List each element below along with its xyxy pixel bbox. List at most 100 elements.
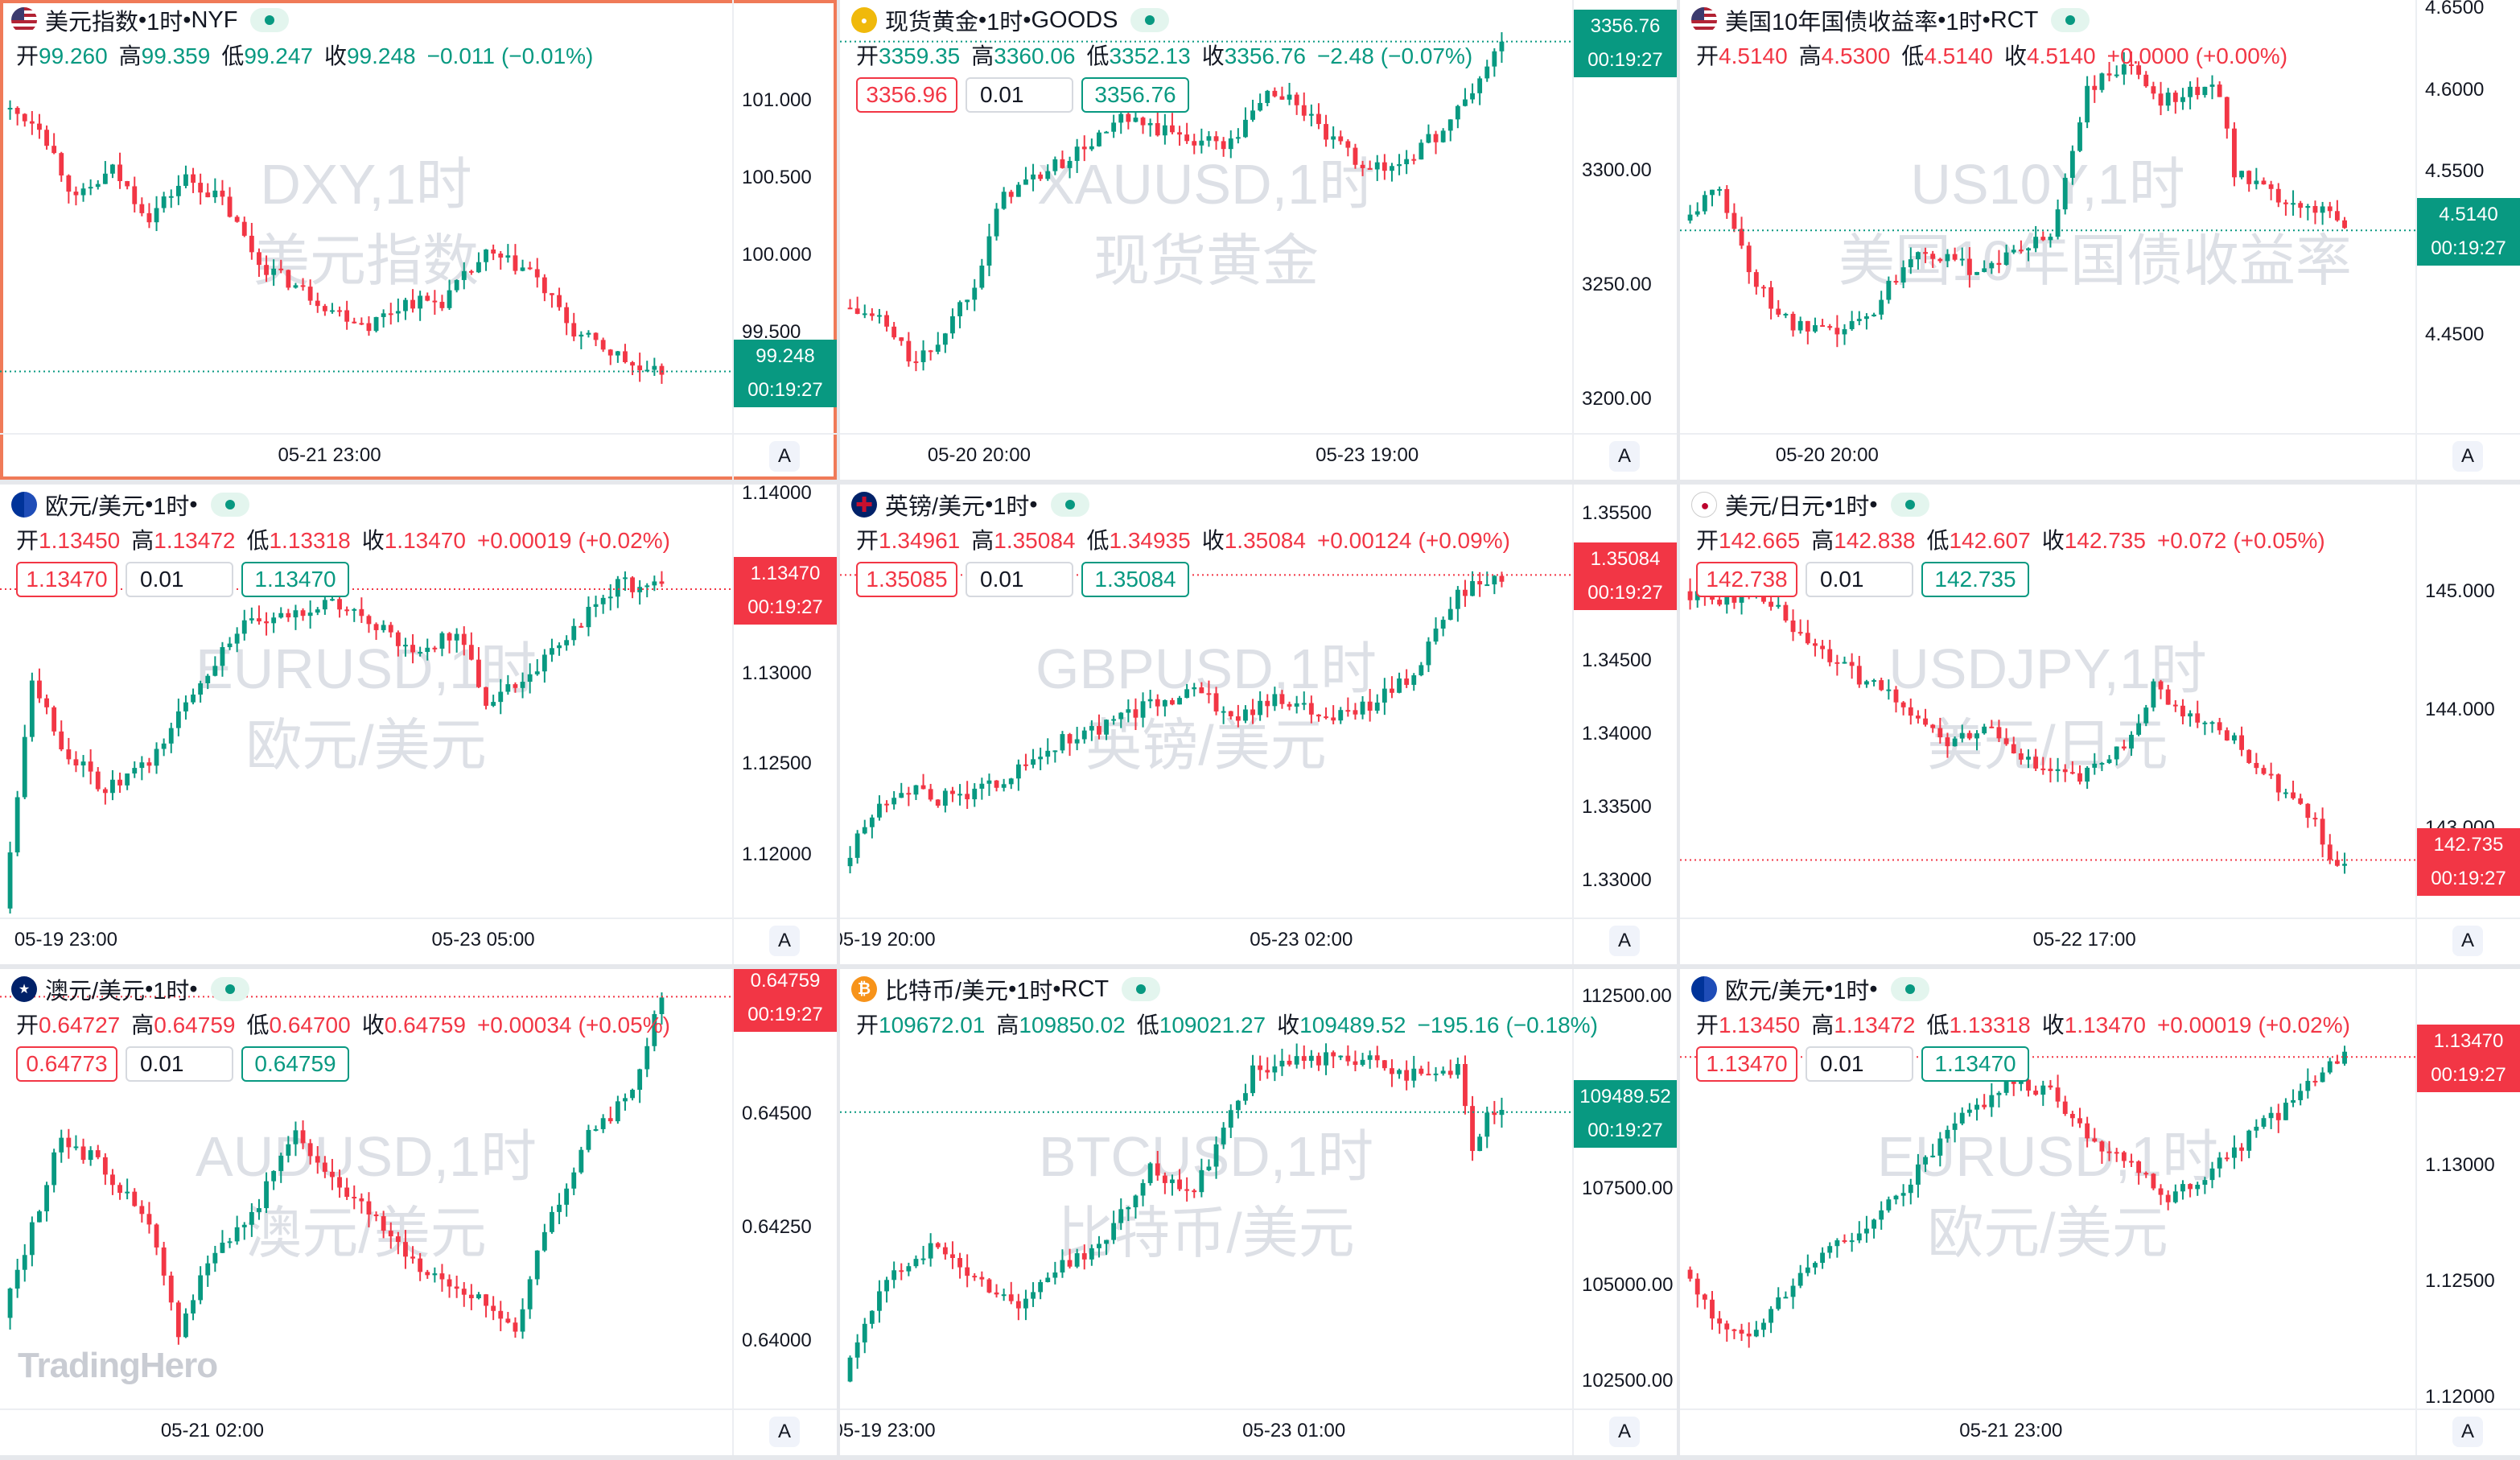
- quantity-input[interactable]: 0.01: [966, 562, 1073, 597]
- candle-body: [454, 633, 459, 641]
- candle-body: [1702, 1294, 1707, 1300]
- timeframe-label[interactable]: 1时: [1833, 494, 1870, 520]
- timeframe-label[interactable]: 1时: [153, 979, 190, 1004]
- sell-button[interactable]: 1.13470: [16, 562, 117, 597]
- chart-panel[interactable]: GBPUSD,1时 英镑/美元 1.35500 1.34500 1.34000 1.335…: [840, 485, 1677, 964]
- symbol-name[interactable]: 美元/日元: [1725, 494, 1826, 520]
- candle-body: [73, 1146, 79, 1149]
- auto-scale-button[interactable]: A: [2452, 926, 2483, 956]
- quick-trade-bar: 1.35085 0.01 1.35084: [856, 562, 1189, 597]
- buy-button[interactable]: 142.735: [1921, 562, 2029, 597]
- buy-button[interactable]: 3356.76: [1081, 77, 1189, 113]
- ohlc-l-label: 低: [1901, 43, 1925, 68]
- symbol-name[interactable]: 美国10年国债收益率: [1725, 10, 1938, 35]
- candle-body: [2151, 1173, 2156, 1189]
- auto-scale-button[interactable]: A: [1609, 1417, 1640, 1447]
- chart-header[interactable]: ✚ 英镑/美元 • 1时 •: [851, 489, 1089, 520]
- change-percent: (+0.09%): [1418, 528, 1510, 553]
- sell-button[interactable]: 0.64773: [16, 1046, 117, 1082]
- quantity-input[interactable]: 0.01: [1806, 562, 1913, 597]
- candle-body: [468, 270, 474, 273]
- symbol-name[interactable]: 英镑/美元: [885, 494, 986, 520]
- candle-body: [906, 1266, 912, 1272]
- buy-button[interactable]: 1.13470: [241, 562, 349, 597]
- candle-body: [2143, 1173, 2149, 1175]
- symbol-name[interactable]: 欧元/美元: [45, 494, 146, 520]
- chart-header[interactable]: 欧元/美元 • 1时 •: [1691, 974, 1929, 1004]
- symbol-name[interactable]: 比特币/美元: [885, 979, 1009, 1004]
- candle-body: [1294, 703, 1299, 707]
- price-tick-label: 144.000: [2425, 699, 2495, 721]
- chart-header[interactable]: 美国10年国债收益率 • 1时 • RCT: [1691, 5, 2090, 35]
- candle-body: [884, 315, 889, 327]
- candle-body: [2239, 171, 2244, 178]
- candle-body: [322, 306, 327, 311]
- symbol-name[interactable]: 欧元/美元: [1725, 979, 1826, 1004]
- candle-body: [607, 596, 613, 599]
- candle-body: [278, 268, 284, 270]
- candle-body: [2092, 763, 2098, 768]
- candle-body: [1411, 159, 1417, 161]
- auto-scale-button[interactable]: A: [769, 441, 800, 472]
- candle-body: [965, 299, 970, 303]
- chart-panel[interactable]: DXY,1时 美元指数 101.000 100.500 100.000 99.500 05-…: [0, 0, 837, 480]
- buy-button[interactable]: 1.13470: [1921, 1046, 2029, 1082]
- chart-panel[interactable]: BTCUSD,1时 比特币/美元 112500.00 107500.00 105000.…: [840, 969, 1677, 1455]
- candle-body: [1199, 140, 1204, 146]
- symbol-name[interactable]: 现货黄金: [885, 10, 979, 35]
- auto-scale-button[interactable]: A: [2452, 1417, 2483, 1447]
- chart-header[interactable]: 欧元/美元 • 1时 •: [11, 489, 249, 520]
- candle-body: [935, 799, 941, 806]
- sell-button[interactable]: 1.35085: [856, 562, 957, 597]
- auto-scale-button[interactable]: A: [1609, 441, 1640, 472]
- timeframe-label[interactable]: 1时: [993, 494, 1030, 520]
- chart-header[interactable]: ● 现货黄金 • 1时 • GOODS: [851, 5, 1170, 35]
- sell-button[interactable]: 3356.96: [856, 77, 957, 113]
- candle-body: [2327, 844, 2333, 860]
- quantity-input[interactable]: 0.01: [126, 1046, 233, 1082]
- quantity-input[interactable]: 0.01: [126, 562, 233, 597]
- chart-panel[interactable]: AUDUSD,1时 澳元/美元 0.64500 0.64250 0.64000 05-21…: [0, 969, 837, 1455]
- symbol-name[interactable]: 澳元/美元: [45, 979, 146, 1004]
- buy-button[interactable]: 1.35084: [1081, 562, 1189, 597]
- timeframe-label[interactable]: 1时: [146, 10, 183, 35]
- candle-body: [2275, 774, 2281, 793]
- chart-panel[interactable]: XAUUSD,1时 现货黄金 3300.00 3250.00 3200.00 05-20 …: [840, 0, 1677, 480]
- candle-body: [2334, 211, 2340, 221]
- buy-button[interactable]: 0.64759: [241, 1046, 349, 1082]
- candle-body: [1739, 1330, 1744, 1334]
- candle-body: [447, 633, 452, 641]
- timeframe-label[interactable]: 1时: [986, 10, 1023, 35]
- candle-body: [1404, 159, 1410, 165]
- chart-header[interactable]: ₿ 比特币/美元 • 1时 • RCT: [851, 974, 1161, 1004]
- candle-body: [1842, 328, 1847, 335]
- chart-header[interactable]: 美元指数 • 1时 • NYF: [11, 5, 290, 35]
- auto-scale-button[interactable]: A: [769, 926, 800, 956]
- chart-panel[interactable]: EURUSD,1时 欧元/美元 1.13000 1.12500 1.12000 05-21…: [1680, 969, 2520, 1455]
- auto-scale-button[interactable]: A: [769, 1417, 800, 1447]
- timeframe-label[interactable]: 1时: [1833, 979, 1870, 1004]
- candle-body: [854, 833, 860, 858]
- timeframe-label[interactable]: 1时: [153, 494, 190, 520]
- chart-header[interactable]: ● 美元/日元 • 1时 •: [1691, 489, 1929, 520]
- candle-body: [571, 625, 577, 641]
- timeframe-label[interactable]: 1时: [1016, 979, 1053, 1004]
- candle-body: [1776, 308, 1781, 315]
- symbol-name[interactable]: 美元指数: [45, 10, 139, 35]
- quantity-input[interactable]: 0.01: [1806, 1046, 1913, 1082]
- chart-panel[interactable]: US10Y,1时 美国10年国债收益率 4.6500 4.6000 4.5500 4.45…: [1680, 0, 2520, 480]
- chart-panel[interactable]: USDJPY,1时美元/日元145.000144.000143.00005-22…: [1680, 485, 2520, 964]
- candle-body: [637, 365, 643, 370]
- timeframe-label[interactable]: 1时: [1946, 10, 1983, 35]
- auto-scale-button[interactable]: A: [1609, 926, 1640, 956]
- chart-panel[interactable]: EURUSD,1时 欧元/美元 1.14000 1.13000 1.12500 1.120…: [0, 485, 837, 964]
- candle-body: [1345, 710, 1351, 712]
- sell-button[interactable]: 1.13470: [1696, 1046, 1797, 1082]
- sell-button[interactable]: 142.738: [1696, 562, 1797, 597]
- candle-body: [2188, 1184, 2193, 1190]
- chart-header[interactable]: ★ 澳元/美元 • 1时 •: [11, 974, 249, 1004]
- time-tick-label: 05-23 19:00: [1316, 444, 1419, 466]
- quantity-input[interactable]: 0.01: [966, 77, 1073, 113]
- auto-scale-button[interactable]: A: [2452, 441, 2483, 472]
- ohlc-o-value: 1.13450: [1719, 1013, 1801, 1037]
